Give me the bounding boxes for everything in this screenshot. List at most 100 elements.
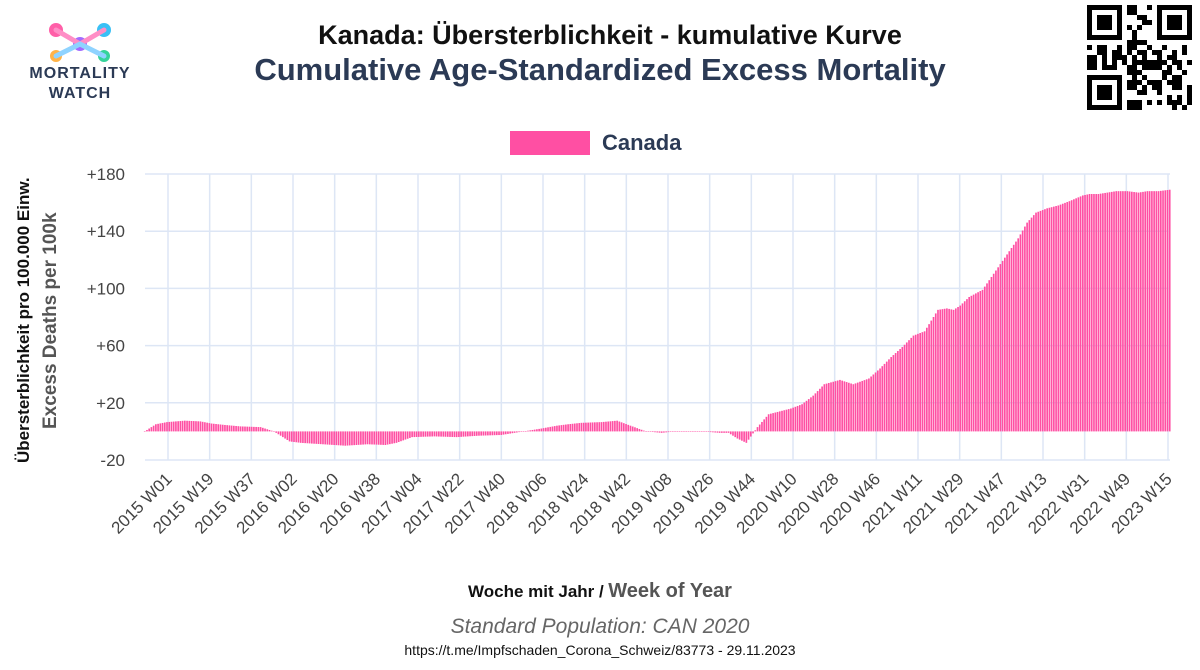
qr-module	[1132, 40, 1137, 45]
data-bar	[368, 431, 371, 445]
data-bar	[872, 374, 875, 432]
data-bar	[208, 423, 211, 432]
data-bar	[1128, 191, 1131, 432]
data-bar	[565, 424, 567, 432]
data-bar	[190, 420, 193, 432]
data-bar	[322, 431, 324, 445]
data-bar	[805, 400, 808, 432]
data-bar	[707, 431, 710, 432]
qr-module	[1117, 45, 1122, 50]
qr-module	[1167, 95, 1172, 100]
qr-module	[1147, 100, 1152, 105]
data-bar	[825, 383, 828, 432]
data-bar	[1006, 254, 1008, 432]
data-bar	[698, 431, 701, 432]
data-bar	[723, 431, 725, 433]
data-bar	[478, 431, 480, 436]
data-bar	[331, 431, 333, 445]
qr-module	[1132, 75, 1137, 80]
qr-finder-inner	[1167, 15, 1182, 30]
logo-text: MORTALITY WATCH	[15, 64, 145, 104]
qr-module	[1182, 45, 1187, 50]
data-bar	[317, 431, 320, 444]
data-bar	[1122, 191, 1124, 432]
data-bar	[313, 431, 315, 444]
data-bar	[1110, 191, 1113, 432]
data-bar	[558, 425, 561, 432]
data-bar	[841, 380, 843, 432]
data-bar	[729, 431, 732, 435]
data-bar	[1131, 191, 1133, 432]
qr-module	[1102, 50, 1107, 55]
logo-line-2: WATCH	[48, 85, 112, 102]
data-bar	[166, 422, 168, 432]
data-bar	[533, 429, 536, 432]
qr-module	[1092, 65, 1097, 70]
qr-module	[1137, 80, 1142, 85]
data-bar	[333, 431, 335, 445]
data-bar	[926, 327, 928, 432]
qr-module	[1167, 55, 1172, 60]
data-bar	[1135, 192, 1138, 432]
data-bar	[1004, 257, 1006, 432]
data-bar	[402, 431, 405, 441]
qr-module	[1137, 50, 1142, 55]
data-bar	[1032, 215, 1035, 432]
qr-module	[1177, 80, 1182, 85]
data-bar	[669, 431, 672, 432]
data-bar	[1008, 251, 1011, 432]
data-bar	[458, 431, 460, 437]
data-bar	[473, 431, 476, 436]
data-bar	[981, 289, 984, 432]
qr-module	[1147, 5, 1152, 10]
qr-module	[1087, 45, 1092, 50]
data-bar	[888, 359, 890, 432]
data-bar	[736, 431, 739, 439]
data-bar	[536, 429, 538, 432]
data-bar	[250, 426, 253, 432]
data-bar	[277, 431, 280, 435]
data-bar	[607, 421, 610, 432]
qr-module	[1102, 55, 1107, 60]
data-bar	[364, 431, 367, 445]
qr-finder-inner	[1097, 85, 1112, 100]
data-bar	[482, 431, 485, 436]
qr-module	[1137, 100, 1142, 105]
data-bar	[870, 376, 872, 432]
data-bar	[373, 431, 376, 445]
data-bar	[1113, 191, 1115, 432]
data-bar	[161, 422, 164, 432]
data-bar	[850, 383, 852, 432]
data-bar	[834, 381, 837, 432]
qr-module	[1177, 75, 1182, 80]
data-bar	[1064, 202, 1066, 432]
data-bar	[905, 342, 908, 432]
data-bar	[295, 431, 298, 443]
data-bar	[484, 431, 487, 436]
qr-module	[1172, 50, 1177, 55]
qr-module	[1127, 105, 1132, 110]
data-bar	[384, 431, 387, 445]
chart-legend: Canada	[510, 128, 681, 158]
data-bar	[257, 427, 260, 432]
data-bar	[464, 431, 467, 437]
data-bar	[199, 421, 202, 432]
data-bar	[462, 431, 465, 437]
qr-module	[1132, 10, 1137, 15]
data-bar	[241, 426, 244, 432]
data-bar	[1157, 191, 1160, 432]
data-bar	[1044, 209, 1046, 432]
data-bar	[732, 431, 734, 436]
data-bar	[413, 431, 416, 438]
qr-module	[1092, 55, 1097, 60]
data-bar	[671, 431, 674, 432]
data-bar	[357, 431, 360, 445]
data-bar	[560, 425, 563, 432]
data-bar	[727, 431, 730, 433]
qr-module	[1087, 60, 1092, 65]
legend-label-canada: Canada	[602, 130, 682, 155]
qr-module	[1172, 75, 1177, 80]
source-link[interactable]: https://t.me/Impfschaden_Corona_Schweiz/…	[404, 642, 796, 658]
data-bar	[244, 426, 246, 432]
standard-population-note: Standard Population: CAN 2020	[450, 615, 750, 638]
